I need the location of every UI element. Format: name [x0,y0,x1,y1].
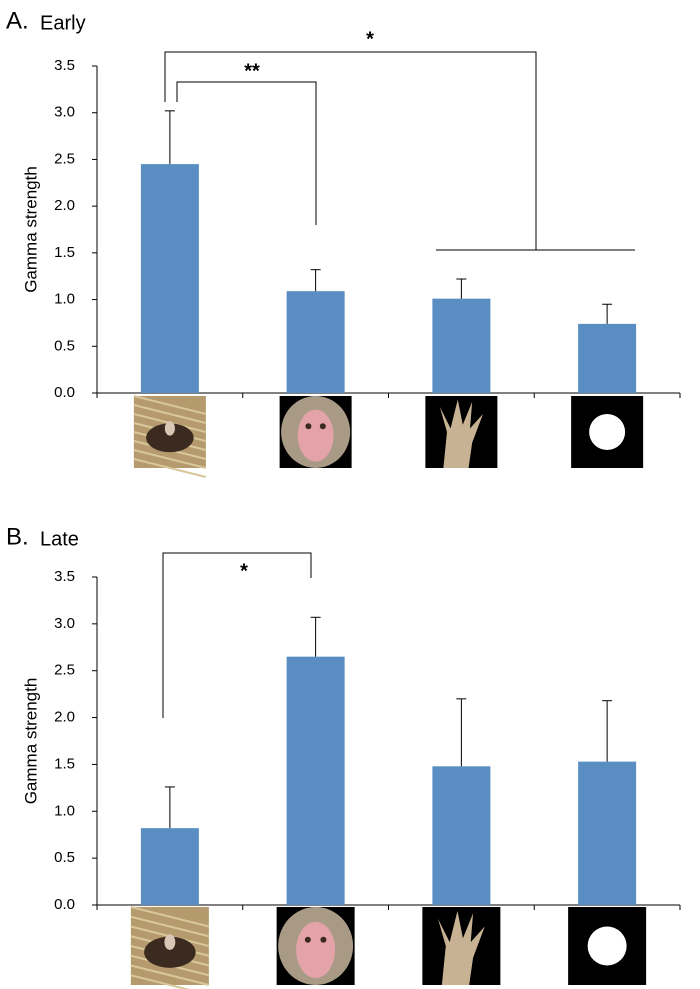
image-texture [133,458,207,478]
y-tick-label: 2.5 [54,662,75,679]
image-texture [130,964,210,986]
y-tick-label: 0.5 [54,337,75,354]
significance-mark: ** [244,60,260,82]
y-tick-label: 2.0 [54,197,75,214]
image-texture [133,404,207,424]
image-face [296,921,336,978]
y-axis-label: Gamma strength [21,678,40,805]
image-disk [589,414,626,450]
image-snake-head [164,421,175,436]
y-tick-label: 1.0 [54,802,75,819]
significance-bracket [162,552,312,718]
y-tick-label: 2.5 [54,150,75,167]
image-hand [437,910,485,985]
y-tick-label: 3.5 [54,568,75,585]
y-tick-label: 3.0 [54,104,75,121]
image-texture [133,449,207,469]
bar [578,323,637,393]
image-texture [133,395,207,415]
y-tick-label: 1.0 [54,291,75,308]
y-tick-label: 0.5 [54,849,75,866]
y-tick-label: 3.5 [54,57,75,74]
bar [140,828,199,905]
significance-bracket [164,51,537,250]
bar [286,291,345,393]
y-axis-label: Gamma strength [21,166,40,293]
image-disk [587,926,627,966]
image-eye [304,936,311,943]
image-texture [130,915,210,938]
bar [286,656,345,905]
image-eye [319,423,326,430]
image-snake-head [164,934,176,950]
bar [432,298,491,393]
panel-label: B. [6,523,29,550]
panel-title: Early [40,12,86,34]
image-texture [130,974,190,989]
bar [578,761,637,905]
panel-title: Late [40,528,79,550]
y-tick-label: 0.0 [54,896,75,913]
y-tick-label: 3.0 [54,615,75,632]
bar [432,766,491,905]
y-tick-label: 1.5 [54,244,75,261]
image-snake-body [144,936,196,968]
panel-label: A. [6,7,29,34]
image-face [297,409,334,462]
image-eye [305,423,312,430]
bar [140,164,199,393]
significance-bracket [176,81,317,225]
y-tick-label: 2.0 [54,709,75,726]
image-texture [130,906,210,928]
significance-mark: * [366,28,374,50]
image-snake-body [146,423,194,453]
image-eye [320,936,327,943]
y-tick-label: 1.5 [54,755,75,772]
y-tick-label: 0.0 [54,384,75,401]
significance-mark: * [240,560,248,582]
image-hand [439,399,483,468]
